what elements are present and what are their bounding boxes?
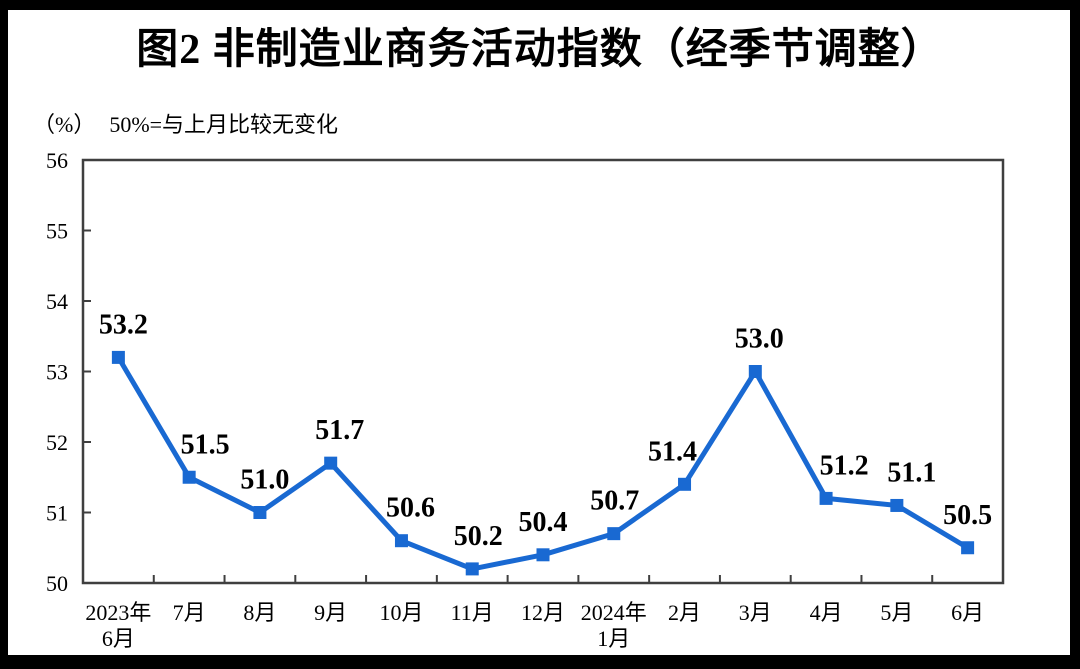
data-point-label: 53.0 [735, 324, 784, 355]
x-axis-tick-label: 2024年 1月 [581, 600, 647, 651]
y-axis-tick-label: 50 [46, 571, 68, 596]
data-point-marker [324, 456, 338, 470]
data-point-label: 53.2 [99, 309, 148, 340]
y-axis-tick-label: 55 [46, 219, 68, 244]
data-point-label: 51.1 [887, 457, 936, 488]
data-point-label: 50.4 [519, 507, 568, 538]
y-axis-tick-label: 52 [46, 430, 68, 455]
x-axis-tick-label: 10月 [379, 600, 423, 625]
x-axis-tick-label: 12月 [521, 600, 565, 625]
y-axis-tick-label: 56 [46, 148, 68, 173]
x-axis-tick-label: 2月 [668, 600, 701, 625]
baseline-note: 50%=与上月比较无变化 [109, 112, 339, 137]
y-axis-tick-label: 53 [46, 360, 68, 385]
data-point-marker [182, 470, 196, 484]
data-point-marker [748, 365, 762, 378]
data-point-marker [819, 491, 833, 505]
x-axis-tick-label: 8月 [243, 600, 276, 625]
unit-label: （%） [33, 112, 96, 137]
x-axis-tick-label: 11月 [451, 600, 494, 625]
x-axis-tick-label: 3月 [739, 600, 772, 625]
y-axis-tick-label: 51 [46, 501, 68, 526]
data-point-label: 50.2 [454, 521, 503, 552]
data-point-marker [678, 477, 692, 491]
data-point-label: 50.7 [590, 486, 639, 517]
x-axis-tick-label: 4月 [810, 600, 843, 625]
data-point-marker [607, 527, 621, 541]
data-point-label: 51.0 [240, 465, 289, 496]
data-point-marker [394, 534, 408, 548]
data-point-label: 50.6 [386, 493, 435, 524]
data-point-label: 51.7 [315, 415, 364, 446]
page-border-right [1070, 0, 1080, 669]
data-point-marker [890, 498, 904, 512]
data-point-label: 51.5 [181, 429, 230, 460]
x-axis-tick-label: 5月 [880, 600, 913, 625]
data-point-marker [961, 541, 975, 555]
chart-title: 图2 非制造业商务活动指数（经季节调整） [136, 27, 944, 73]
page-border-bottom [0, 655, 1080, 669]
data-point-marker [111, 350, 125, 364]
data-point-marker [465, 562, 479, 576]
page-border-top [0, 0, 1080, 10]
x-axis-tick-label: 7月 [173, 600, 206, 625]
x-axis-tick-label: 2023年 6月 [85, 600, 151, 651]
data-point-marker [253, 506, 267, 519]
data-point-label: 50.5 [943, 500, 992, 531]
data-point-marker [536, 548, 550, 562]
page-border-left [0, 0, 8, 669]
y-axis-tick-label: 54 [46, 289, 68, 314]
x-axis-tick-label: 9月 [314, 600, 347, 625]
chart-subtitle: （%） 50%=与上月比较无变化 [33, 110, 338, 140]
x-axis-tick-label: 6月 [951, 600, 984, 625]
data-point-label: 51.4 [648, 436, 697, 467]
data-point-label: 51.2 [820, 450, 869, 481]
